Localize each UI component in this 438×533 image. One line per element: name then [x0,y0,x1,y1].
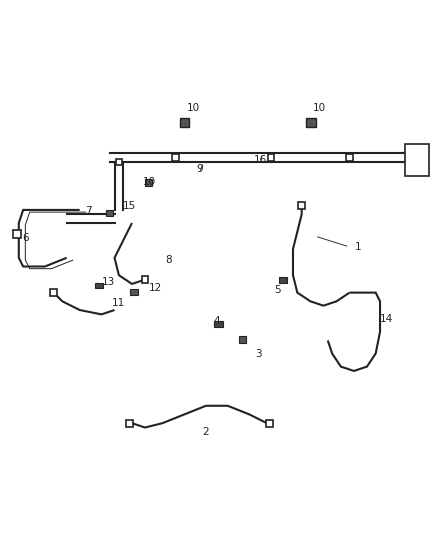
Bar [214,321,223,327]
Text: 5: 5 [275,286,281,295]
Text: 4: 4 [213,316,220,326]
Text: 1: 1 [355,242,362,252]
Bar [346,155,353,161]
Bar [50,289,57,296]
Bar [106,211,113,216]
Bar [279,277,287,283]
Bar [126,419,133,426]
Bar [306,118,316,127]
Text: 12: 12 [149,283,162,293]
Bar [145,179,152,186]
Text: 2: 2 [203,427,209,437]
Text: 10: 10 [313,103,326,112]
Bar [13,230,21,238]
Text: 10: 10 [186,103,199,112]
Text: 7: 7 [85,206,92,216]
Bar [298,202,305,209]
Text: 13: 13 [101,277,115,287]
Bar [180,118,189,127]
Text: 9: 9 [196,164,203,174]
Bar [95,283,103,288]
Text: 14: 14 [380,314,393,324]
Text: 3: 3 [255,349,261,359]
Bar [265,419,272,426]
Text: 16: 16 [254,155,267,165]
Bar [116,159,122,165]
Text: 15: 15 [123,200,136,211]
Bar [172,155,179,161]
Bar [142,276,148,283]
Text: 10: 10 [143,176,156,187]
Text: 6: 6 [22,233,28,243]
FancyBboxPatch shape [405,144,429,176]
Bar [130,289,138,295]
Bar [239,336,246,343]
Text: 11: 11 [112,298,126,309]
Bar [268,155,275,161]
Text: 8: 8 [166,255,172,265]
